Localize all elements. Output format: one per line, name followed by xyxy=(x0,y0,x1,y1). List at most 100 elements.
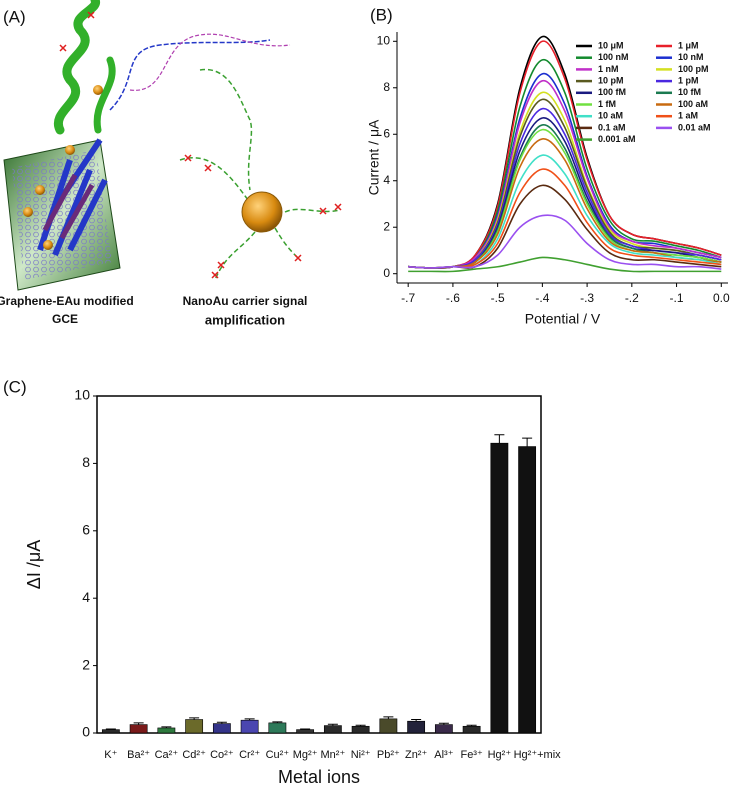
x-axis-title: Metal ions xyxy=(278,767,360,787)
x-tick-label: -.3 xyxy=(580,291,594,305)
error-bar xyxy=(272,721,283,723)
legend-label: 10 aM xyxy=(598,111,623,121)
x-tick-label: -.4 xyxy=(535,291,549,305)
legend-label: 1 fM xyxy=(598,99,616,109)
schematic-label: Graphene-EAu modified xyxy=(0,294,134,308)
legend-label: 0.01 aM xyxy=(678,122,711,132)
error-bar xyxy=(411,719,422,722)
error-bar xyxy=(216,721,227,724)
panel-label: (B) xyxy=(370,5,393,24)
x-tick-label: -.7 xyxy=(401,291,415,305)
error-bar xyxy=(189,717,200,720)
bar xyxy=(185,719,204,734)
bar xyxy=(351,725,370,734)
bar xyxy=(518,446,537,734)
series-line xyxy=(408,154,722,269)
x-tick-label: Pb²⁺ xyxy=(377,749,400,761)
y-tick-label: 0 xyxy=(383,266,390,280)
legend-label: 10 pM xyxy=(598,75,624,85)
bar xyxy=(212,723,231,734)
bar xyxy=(157,727,176,734)
y-tick-label: 2 xyxy=(82,656,90,672)
error-bar xyxy=(466,724,477,727)
bar xyxy=(323,725,342,734)
x-tick-label: Cu²⁺ xyxy=(266,749,290,761)
error-bar xyxy=(133,722,144,725)
y-tick-label: 4 xyxy=(82,589,90,605)
bar xyxy=(296,729,315,734)
x-tick-label: Zn²⁺ xyxy=(405,749,428,761)
schematic-label: NanoAu carrier signal xyxy=(183,294,308,308)
error-bar xyxy=(438,722,449,725)
error-bar xyxy=(494,434,505,444)
bar xyxy=(129,724,148,734)
x-tick-label: K⁺ xyxy=(104,749,117,761)
x-tick-label: Mn²⁺ xyxy=(321,749,346,761)
error-bar xyxy=(300,728,311,730)
legend-label: 100 pM xyxy=(678,64,709,74)
x-tick-label: Cr²⁺ xyxy=(239,749,260,761)
error-bar xyxy=(355,724,366,727)
x-tick-label: 0.0 xyxy=(713,291,730,305)
y-tick-label: 0 xyxy=(82,724,90,740)
x-tick-label: Ni²⁺ xyxy=(351,749,371,761)
x-tick-label: Hg²⁺+mix xyxy=(514,749,562,761)
y-tick-label: 2 xyxy=(383,219,390,233)
bar xyxy=(101,729,120,734)
bar xyxy=(462,725,481,734)
legend-label: 100 fM xyxy=(598,87,626,97)
x-tick-label: Al³⁺ xyxy=(434,749,453,761)
legend-label: 10 μM xyxy=(598,40,624,50)
x-tick-label: Co²⁺ xyxy=(210,749,234,761)
legend-label: 0.001 aM xyxy=(598,134,636,144)
bar xyxy=(240,719,259,734)
x-tick-label: Hg²⁺ xyxy=(488,749,512,761)
series-line xyxy=(408,256,722,273)
series-line xyxy=(408,124,722,269)
x-tick-label: -.5 xyxy=(491,291,505,305)
y-axis-title: ΔI /μA xyxy=(24,540,44,589)
bar xyxy=(434,724,453,734)
y-tick-label: 10 xyxy=(74,387,90,403)
series-line xyxy=(408,214,722,270)
x-tick-label: Ca²⁺ xyxy=(155,749,179,761)
y-tick-label: 6 xyxy=(82,522,90,538)
legend-label: 0.1 aM xyxy=(598,122,626,132)
error-bar xyxy=(327,723,338,726)
x-tick-label: -.1 xyxy=(670,291,684,305)
y-axis-title: Current / μA xyxy=(366,119,382,195)
x-tick-label: Ba²⁺ xyxy=(127,749,150,761)
bar xyxy=(379,718,398,734)
x-tick-label: -.6 xyxy=(446,291,460,305)
panel-label: (C) xyxy=(3,377,27,396)
y-tick-label: 8 xyxy=(82,454,90,470)
schematic-label: amplification xyxy=(205,312,285,327)
series-line xyxy=(408,72,722,269)
x-tick-label: Fe³⁺ xyxy=(460,749,483,761)
x-tick-label: Cd²⁺ xyxy=(182,749,206,761)
bar xyxy=(490,442,509,734)
error-bar xyxy=(383,716,394,719)
bar xyxy=(407,720,426,734)
panel-label: (A) xyxy=(3,7,26,26)
legend-label: 10 fM xyxy=(678,87,701,97)
x-axis-title: Potential / V xyxy=(525,311,601,327)
series-line xyxy=(408,107,722,269)
error-bar xyxy=(522,437,533,447)
bar xyxy=(268,722,287,734)
error-bar xyxy=(161,726,172,728)
y-tick-label: 4 xyxy=(383,173,390,187)
schematic: Graphene-EAu modified GCE NanoAu carrier… xyxy=(0,0,342,327)
x-tick-label: -.2 xyxy=(625,291,639,305)
y-tick-label: 8 xyxy=(383,80,390,94)
legend-label: 1 aM xyxy=(678,111,698,121)
series-line xyxy=(408,59,722,269)
error-bar xyxy=(105,728,116,730)
legend-label: 1 nM xyxy=(598,64,619,74)
legend-label: 10 nM xyxy=(678,52,704,62)
plot-frame xyxy=(96,395,542,734)
legend-label: 1 μM xyxy=(678,40,699,50)
legend-label: 1 pM xyxy=(678,75,699,85)
error-bar xyxy=(244,718,255,721)
